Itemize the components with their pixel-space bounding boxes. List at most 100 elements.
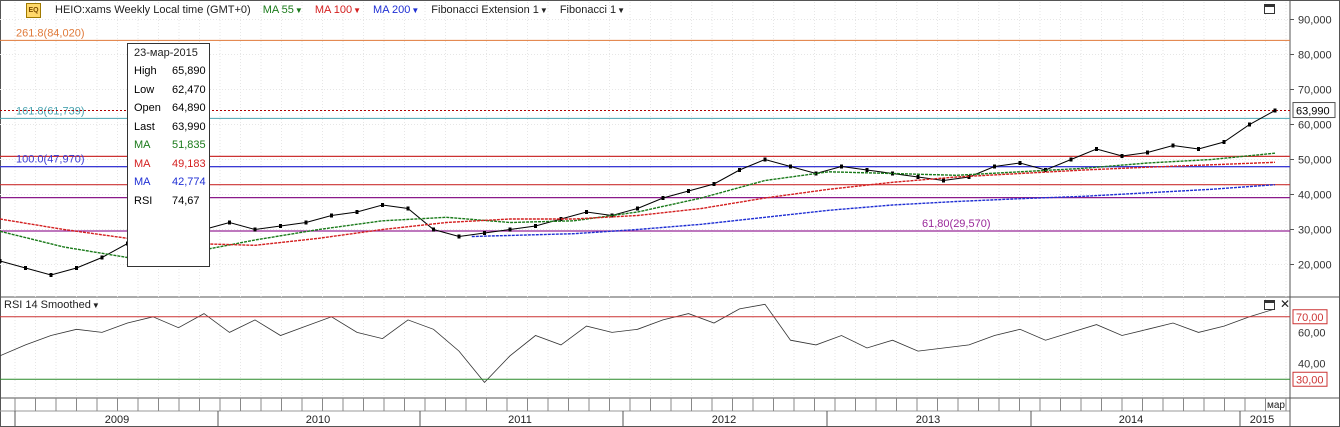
price-candle	[0, 259, 2, 263]
tooltip-row: High 65,890	[128, 62, 209, 81]
tooltip-date: 23-мар-2015	[134, 47, 198, 59]
price-tick-label: 70,000	[1298, 85, 1332, 97]
fibonacci-legend[interactable]: Fibonacci 1▼	[560, 4, 625, 16]
price-tick-label: 40,000	[1298, 190, 1332, 202]
price-candle	[432, 227, 435, 232]
rsi-line	[0, 303, 1276, 384]
price-tick-label: 30,000	[1298, 225, 1332, 237]
instrument-title[interactable]: HEIO:xams Weekly Local time (GMT+0)	[55, 4, 251, 16]
tooltip-value: 49,183	[172, 157, 206, 170]
price-candle	[534, 224, 537, 228]
ma-line	[471, 184, 1276, 238]
price-candle	[1069, 157, 1073, 162]
price-candle	[993, 164, 996, 169]
rsi-maximize-icon[interactable]	[1264, 300, 1275, 310]
rsi-lower-label: 30,00	[1296, 374, 1324, 386]
instrument-logo-icon[interactable]: EQ	[26, 2, 41, 18]
ma-line	[0, 152, 1276, 259]
price-candle	[406, 206, 410, 211]
rsi-title-label: RSI 14 Smoothed	[4, 299, 91, 311]
rsi-close-icon[interactable]: ✕	[1280, 297, 1291, 311]
ma200-legend[interactable]: MA 200▼	[373, 4, 419, 16]
tooltip-value: 74,67	[172, 194, 200, 207]
price-candle	[585, 210, 588, 214]
chart-header: EQ HEIO:xams Weekly Local time (GMT+0) M…	[26, 2, 625, 18]
ma55-legend[interactable]: MA 55▼	[263, 4, 303, 16]
last-price-box	[1292, 102, 1336, 119]
tooltip-value: 65,890	[172, 65, 206, 77]
last-price-label: 63,990	[1296, 106, 1330, 118]
dropdown-arrow-icon[interactable]: ▼	[353, 6, 362, 15]
rsi-level-box	[1292, 309, 1328, 325]
price-candle	[636, 206, 639, 211]
price-candle	[24, 266, 27, 270]
price-candle	[1120, 154, 1124, 158]
price-candle	[789, 164, 792, 169]
tooltip-value: 42,774	[172, 176, 206, 188]
maximize-icon[interactable]	[1264, 4, 1275, 14]
price-candle	[840, 164, 843, 169]
xaxis-year-label: 2015	[1250, 414, 1274, 426]
tooltip-value: 51,835	[172, 139, 206, 151]
fib-extension-legend[interactable]: Fibonacci Extension 1▼	[431, 4, 548, 16]
rsi-upper-label: 70,00	[1296, 312, 1324, 324]
tooltip-row: MA 49,183	[128, 155, 209, 174]
tooltip-row: Last 63,990	[128, 118, 209, 137]
price-candle	[687, 189, 690, 193]
rsi-level-box	[1292, 371, 1328, 387]
tooltip-value: 62,470	[172, 83, 206, 96]
dropdown-arrow-icon[interactable]: ▼	[411, 6, 420, 15]
tooltip-row: MA 51,835	[128, 136, 209, 155]
price-candle	[1197, 147, 1200, 151]
price-candle	[738, 168, 741, 172]
xaxis-year-label: 2012	[712, 414, 736, 426]
fib-extension-label: Fibonacci Extension 1	[431, 4, 539, 16]
tooltip-value: 64,890	[172, 102, 206, 114]
fib-level-label: 61,80(29,570)	[922, 218, 991, 230]
dropdown-arrow-icon[interactable]: ▼	[617, 6, 626, 15]
xaxis-year-label: 2011	[508, 414, 532, 426]
dropdown-arrow-icon[interactable]: ▼	[91, 301, 100, 310]
price-candle	[916, 175, 920, 179]
price-candle	[75, 266, 78, 270]
tooltip-key: MA	[134, 139, 151, 151]
price-candle	[100, 255, 104, 260]
price-candle	[228, 220, 231, 225]
tooltip-row: Open 64,890	[128, 99, 209, 118]
price-candle	[891, 171, 894, 176]
dropdown-arrow-icon[interactable]: ▼	[539, 6, 548, 15]
price-candle	[865, 168, 869, 172]
price-tick-label: 20,000	[1298, 260, 1332, 272]
price-candle	[763, 157, 767, 162]
price-candle	[279, 224, 282, 228]
ma55-label: MA 55	[262, 4, 294, 16]
price-candle	[483, 231, 486, 235]
price-candle	[508, 227, 512, 232]
ma100-label: MA 100	[314, 4, 353, 16]
price-tick-label: 90,000	[1298, 15, 1332, 27]
tooltip-key: High	[134, 65, 157, 77]
price-candle	[330, 213, 333, 218]
tooltip-key: MA	[134, 176, 151, 188]
price-candle	[457, 234, 461, 239]
price-candle	[381, 203, 384, 207]
dropdown-arrow-icon[interactable]: ▼	[294, 6, 303, 15]
rsi-panel-title[interactable]: RSI 14 Smoothed▼	[4, 299, 100, 311]
xaxis-year-label: 2014	[1119, 414, 1143, 426]
price-candle	[1248, 122, 1251, 127]
price-tick-label: 60,000	[1298, 120, 1332, 132]
ma100-legend[interactable]: MA 100▼	[315, 4, 361, 16]
xaxis-month-label: мар	[1267, 400, 1285, 411]
price-candle	[661, 196, 665, 200]
fib-level-label: 100.0(47,970)	[16, 154, 85, 166]
tooltip-key: MA	[134, 157, 151, 170]
ma200-label: MA 200	[373, 4, 411, 16]
fib-level-label: 161.8(61,739)	[16, 105, 85, 117]
price-candle	[942, 178, 945, 183]
tooltip-row: RSI 74,67	[128, 192, 209, 211]
price-candle	[355, 210, 359, 214]
ma-line	[0, 161, 1276, 247]
price-candle	[1146, 150, 1149, 155]
price-tick-label: 80,000	[1298, 50, 1332, 62]
